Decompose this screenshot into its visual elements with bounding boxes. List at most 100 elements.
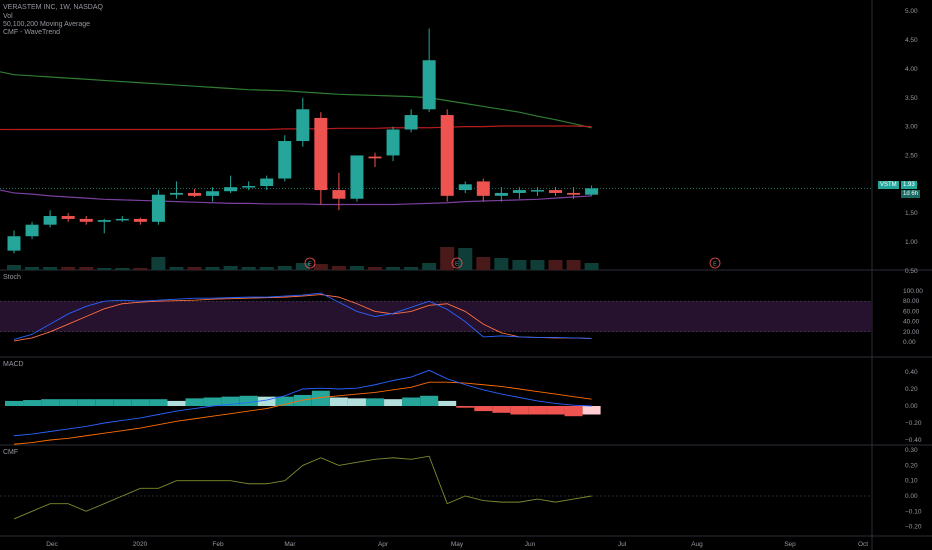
macd-axis-label: 0.40: [905, 369, 918, 376]
candle-body: [169, 192, 183, 195]
candle-body: [43, 216, 57, 225]
vol-label[interactable]: Vol: [3, 13, 13, 20]
ma50-line: [13, 192, 592, 206]
macd-histogram-bar: [23, 400, 42, 406]
candle-body: [7, 236, 21, 251]
price-axis-label: 0.50: [905, 268, 918, 275]
macd-label[interactable]: MACD: [3, 361, 24, 368]
macd-histogram-bar: [329, 397, 348, 406]
time-axis-label: 2020: [133, 541, 148, 548]
volume-bar: [295, 263, 310, 270]
candle-body: [61, 216, 75, 219]
stoch-k-line: [13, 292, 592, 340]
price-axis-label: 4.00: [905, 66, 918, 73]
volume-bar: [7, 265, 21, 270]
volume-bar: [476, 257, 491, 270]
time-axis-label: Apr: [378, 541, 389, 548]
macd-histogram-bar: [149, 399, 168, 406]
stoch-axis-label: 60.00: [903, 308, 920, 315]
stoch-pane[interactable]: Stoch: [0, 271, 932, 356]
candle-body: [332, 190, 346, 199]
earnings-event-icon: [304, 257, 316, 269]
earnings-event-label: E: [455, 262, 459, 268]
macd-pane[interactable]: MACD: [0, 358, 932, 444]
volume-bar: [133, 268, 148, 270]
volume-bar: [43, 267, 58, 270]
candle-body: [133, 218, 147, 222]
volume-bar: [115, 268, 130, 270]
macd-histogram-bar: [510, 406, 529, 415]
stoch-label[interactable]: Stoch: [3, 274, 21, 281]
volume-bar: [79, 267, 94, 270]
price-pane[interactable]: VERASTEM INC, 1W, NASDAQ Vol 50,100,200 …: [0, 0, 932, 270]
volume-bar: [61, 267, 76, 270]
candle-body: [458, 184, 472, 191]
volume-bar: [349, 266, 364, 270]
earnings-event-icon: [709, 257, 721, 269]
cmf-pane[interactable]: CMF: [0, 446, 932, 536]
macd-histogram-bar: [221, 396, 240, 406]
cmf-axis-label: 0.10: [905, 478, 918, 485]
candle-body: [296, 109, 310, 142]
time-axis-label: Aug: [691, 541, 703, 548]
macd-histogram-bar: [239, 395, 258, 406]
volume-bar: [566, 260, 581, 270]
price-axis-label: 3.50: [905, 95, 918, 102]
countdown-tag: 1d 6h: [901, 190, 921, 198]
macd-axis-label: −0.20: [905, 420, 922, 427]
chart-title: VERASTEM INC, 1W, NASDAQ: [3, 4, 103, 11]
ma-label[interactable]: 50,100,200 Moving Average: [3, 21, 91, 28]
macd-axis-label: 0.00: [905, 403, 918, 410]
volume-bar: [25, 267, 40, 270]
macd-histogram-bar: [59, 399, 78, 406]
candle-body: [585, 188, 599, 195]
time-axis-label: Jul: [618, 541, 627, 548]
cmf-line: [13, 455, 592, 520]
volume-bar: [97, 268, 112, 270]
price-axis-label: 4.50: [905, 37, 918, 44]
candle-body: [260, 178, 274, 187]
volume-bar: [331, 266, 346, 270]
candle-body: [79, 218, 93, 222]
price-axis-label: 1.50: [905, 210, 918, 217]
cmf-label[interactable]: CMF: [3, 449, 19, 456]
volume-bar: [440, 247, 455, 270]
stoch-axis-label: 20.00: [903, 329, 920, 336]
time-axis-label: Dec: [46, 541, 58, 548]
macd-histogram-bar: [564, 406, 583, 417]
volume-bar: [386, 267, 401, 270]
candle-body: [494, 192, 508, 196]
price-axis-label: 5.00: [905, 8, 918, 15]
stoch-band: [0, 301, 872, 332]
ma50-line-ext: [0, 189, 15, 194]
macd-histogram-bar: [582, 406, 601, 415]
cmf-wavetrend-label[interactable]: CMF - WaveTrend: [3, 29, 61, 36]
volume-bar: [169, 267, 184, 270]
macd-histogram-bar: [402, 397, 421, 406]
macd-histogram-bar: [5, 400, 23, 406]
macd-histogram-bar: [167, 400, 186, 406]
time-axis-label: Oct: [858, 541, 868, 548]
volume-bar: [494, 258, 509, 270]
time-axis-label: Feb: [212, 541, 224, 548]
time-axis-label: Jun: [525, 541, 536, 548]
candle-body: [188, 192, 201, 196]
macd-axis-label: −0.40: [905, 437, 922, 444]
candle-body: [476, 181, 490, 196]
macd-histogram-bar: [311, 390, 330, 406]
macd-histogram-bar: [438, 400, 457, 406]
stoch-axis-label: 0.00: [903, 339, 916, 346]
volume-bar: [151, 257, 166, 270]
macd-line: [13, 369, 592, 437]
cmf-axis-label: 0.30: [905, 447, 918, 454]
price-axis-label: 1.00: [905, 239, 918, 246]
candle-body: [422, 60, 436, 110]
symbol-tag: VSTM: [878, 181, 899, 189]
ma200-line-ext: [0, 71, 15, 76]
macd-histogram-bar: [492, 406, 511, 413]
earnings-event-label: E: [308, 262, 312, 268]
candle-body: [224, 187, 238, 192]
macd-histogram-bar: [347, 398, 366, 406]
macd-histogram-bar: [113, 399, 132, 406]
